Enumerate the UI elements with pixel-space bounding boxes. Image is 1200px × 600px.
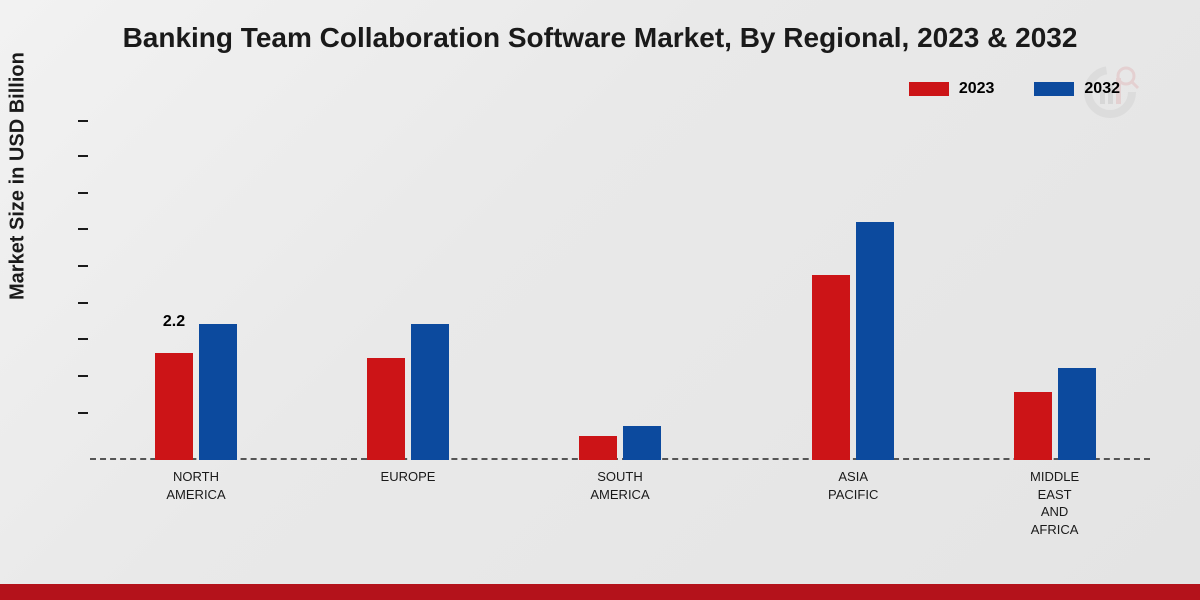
y-axis-label: Market Size in USD Billion <box>7 52 30 300</box>
bar-2023 <box>1014 392 1052 460</box>
y-tick <box>78 120 88 122</box>
bar-2023 <box>812 275 850 460</box>
legend-swatch-2023 <box>909 82 949 96</box>
bar-2032 <box>1058 368 1096 460</box>
legend-item-2032: 2032 <box>1034 80 1120 98</box>
y-tick <box>78 375 88 377</box>
bar-value-label: 2.2 <box>163 313 185 331</box>
category-label: ASIA PACIFIC <box>828 468 878 503</box>
bar-group <box>1014 368 1096 460</box>
legend-swatch-2032 <box>1034 82 1074 96</box>
bar-2032 <box>856 222 894 460</box>
y-tick <box>78 155 88 157</box>
bar-group <box>812 222 894 460</box>
footer-accent-bar <box>0 584 1200 600</box>
plot-area: 2.2NORTH AMERICAEUROPESOUTH AMERICAASIA … <box>90 120 1150 460</box>
y-tick <box>78 228 88 230</box>
y-tick <box>78 192 88 194</box>
y-tick <box>78 412 88 414</box>
bar-2023 <box>579 436 617 460</box>
legend-item-2023: 2023 <box>909 80 995 98</box>
bar-2023 <box>155 353 193 460</box>
legend: 2023 2032 <box>909 80 1120 98</box>
bar-2023 <box>367 358 405 460</box>
y-tick <box>78 338 88 340</box>
y-tick <box>78 265 88 267</box>
bar-2032 <box>411 324 449 460</box>
bar-group <box>155 324 237 460</box>
category-label: SOUTH AMERICA <box>590 468 649 503</box>
y-tick <box>78 302 88 304</box>
chart-title: Banking Team Collaboration Software Mark… <box>0 22 1200 54</box>
bar-2032 <box>199 324 237 460</box>
bar-group <box>367 324 449 460</box>
legend-label-2023: 2023 <box>959 80 995 98</box>
bar-group <box>579 426 661 460</box>
bar-2032 <box>623 426 661 460</box>
category-label: MIDDLE EAST AND AFRICA <box>1030 468 1079 538</box>
category-label: NORTH AMERICA <box>166 468 225 503</box>
category-label: EUROPE <box>381 468 436 486</box>
legend-label-2032: 2032 <box>1084 80 1120 98</box>
